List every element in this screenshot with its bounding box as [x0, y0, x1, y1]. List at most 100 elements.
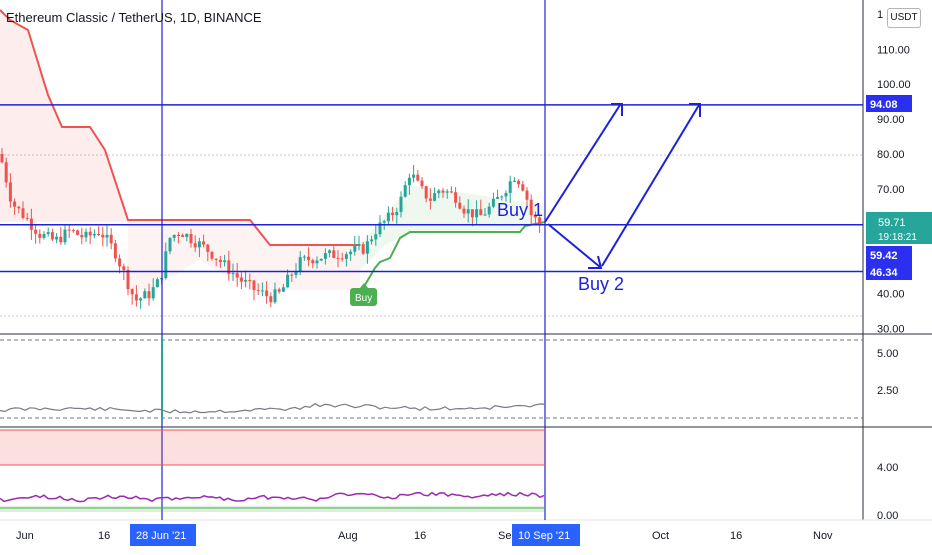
candle-body: [277, 289, 281, 292]
candle-body: [340, 258, 344, 260]
currency-button[interactable]: USDT: [887, 8, 921, 28]
candle-body: [349, 251, 353, 255]
candle-body: [437, 190, 441, 194]
candle-body: [172, 234, 176, 238]
candle-body: [84, 231, 88, 238]
arrow-path-buy2-up: [601, 104, 700, 267]
candle-body: [458, 202, 462, 209]
time-axis-tick: 16: [98, 530, 110, 542]
arrow-head: [689, 103, 701, 117]
candle-body: [252, 280, 256, 291]
candle-body: [487, 206, 491, 215]
candle-body: [8, 182, 12, 202]
candle-body: [55, 236, 59, 240]
candle-body: [63, 229, 67, 243]
buy-signal-pointer: [360, 283, 368, 288]
candle-body: [189, 234, 193, 244]
candle-body: [118, 258, 122, 267]
candle-body: [479, 209, 483, 216]
annotation-buy2: Buy 2: [578, 274, 624, 294]
candle-body: [353, 245, 357, 252]
candle-body: [227, 260, 231, 274]
candle-body: [433, 193, 437, 201]
supertrend-up-line: [361, 221, 546, 291]
candle-body: [97, 233, 101, 235]
candle-body: [147, 291, 151, 299]
candle-body: [290, 274, 294, 276]
candle-body: [46, 232, 50, 235]
candle-body: [391, 212, 395, 216]
indicator1-line: [0, 402, 546, 414]
arrow-head: [588, 255, 603, 269]
candle-body: [382, 221, 386, 223]
candle-body: [508, 181, 512, 193]
candle-body: [496, 197, 500, 199]
candle-body: [248, 280, 252, 282]
candle-body: [13, 201, 17, 207]
time-axis-tick: 16: [414, 530, 426, 542]
indicator2-band: [0, 430, 545, 465]
candle-body: [113, 243, 117, 259]
candle-body: [38, 233, 42, 238]
candle-body: [256, 290, 260, 292]
candle-body: [239, 277, 243, 282]
candle-body: [244, 280, 248, 282]
candle-body: [273, 289, 277, 303]
candle-body: [302, 256, 306, 258]
candle-body: [164, 251, 168, 279]
candle-body: [483, 214, 487, 216]
price-label-94: 94.08: [870, 99, 898, 111]
candle-body: [269, 296, 273, 303]
price-label-59: 59.42: [870, 250, 898, 262]
candle-body: [50, 232, 54, 240]
candle-body: [101, 234, 105, 238]
candle-body: [512, 180, 516, 182]
candle-body: [34, 229, 38, 234]
candle-body: [126, 270, 130, 290]
candle-body: [525, 190, 529, 200]
candle-body: [210, 251, 214, 259]
candle-body: [470, 209, 474, 218]
candle-body: [25, 217, 29, 219]
candle-body: [323, 253, 327, 259]
candle-body: [466, 209, 470, 214]
candle-body: [197, 241, 201, 248]
candle-body: [17, 206, 21, 209]
candle-body: [202, 241, 206, 245]
candle-body: [529, 199, 533, 216]
candle-body: [386, 212, 390, 222]
candle-body: [378, 222, 382, 235]
indicator2-low-band: [0, 506, 545, 512]
price-label-94-bg: [866, 95, 912, 112]
candle-body: [412, 174, 416, 178]
last-price-label: 59.71: [878, 217, 906, 229]
candle-body: [521, 184, 525, 191]
candle-body: [122, 266, 126, 271]
candle-body: [92, 233, 96, 236]
candle-body: [491, 198, 495, 207]
candle-body: [533, 215, 537, 218]
candle-body: [0, 154, 4, 163]
price-axis-tick: 30.00: [877, 324, 905, 336]
indicator2-tick: 0.00: [877, 510, 898, 522]
time-axis-tick: Nov: [813, 530, 833, 542]
candle-body: [311, 260, 315, 264]
candle-body: [370, 239, 374, 242]
date-label-bg: [130, 524, 196, 546]
candle-body: [328, 250, 332, 254]
candle-body: [424, 186, 428, 199]
candle-body: [286, 274, 290, 288]
candle-body: [538, 217, 542, 225]
candle-body: [139, 298, 143, 301]
candle-body: [294, 271, 298, 275]
candle-body: [21, 208, 25, 218]
indicator2-tick: 4.00: [877, 462, 898, 474]
candle-body: [517, 180, 521, 185]
price-axis-tick: 100.00: [877, 79, 911, 91]
candle-body: [193, 243, 197, 248]
candle-body: [332, 250, 336, 258]
last-price-bg: [866, 212, 932, 244]
arrow-path-buy1: [544, 104, 621, 223]
candle-body: [109, 234, 113, 244]
